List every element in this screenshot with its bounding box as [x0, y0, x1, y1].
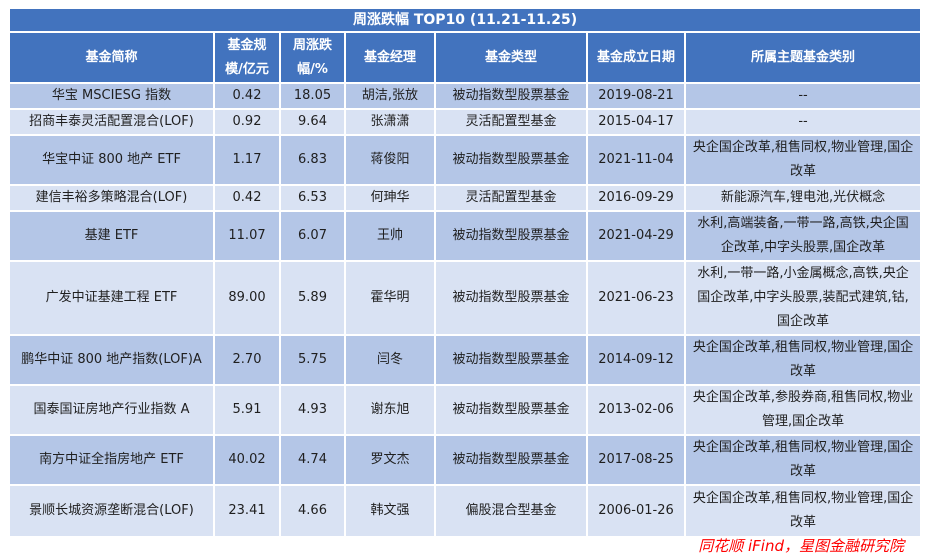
col-header-fund-manager: 基金经理: [344, 31, 436, 84]
cell-fund-type: 被动指数型股票基金: [434, 134, 588, 186]
table-title-row: 周涨跌幅 TOP10 (11.21-11.25): [7, 7, 923, 33]
cell-fund-name: 招商丰泰灵活配置混合(LOF): [8, 108, 215, 136]
cell-weekly-change: 6.83: [279, 134, 346, 186]
cell-fund-name: 华宝中证 800 地产 ETF: [8, 134, 215, 186]
cell-fund-type: 灵活配置型基金: [434, 108, 588, 136]
cell-weekly-change: 9.64: [279, 108, 346, 136]
cell-fund-scale: 0.42: [213, 184, 281, 212]
table-row: 南方中证全指房地产 ETF 40.02 4.74 罗文杰 被动指数型股票基金 2…: [8, 434, 923, 486]
col-header-inception-date: 基金成立日期: [586, 31, 686, 84]
cell-fund-scale: 23.41: [213, 484, 281, 538]
cell-fund-type: 被动指数型股票基金: [434, 384, 588, 436]
cell-fund-name: 国泰国证房地产行业指数 A: [8, 384, 215, 436]
col-header-theme-category: 所属主题基金类别: [683, 31, 923, 84]
cell-fund-type: 被动指数型股票基金: [434, 82, 588, 110]
cell-inception-date: 2006-01-26: [586, 484, 686, 538]
cell-theme-category: 央企国企改革,租售同权,物业管理,国企改革: [683, 434, 923, 486]
cell-fund-name: 华宝 MSCIESG 指数: [8, 82, 215, 110]
cell-inception-date: 2021-11-04: [586, 134, 686, 186]
cell-theme-category: 新能源汽车,锂电池,光伏概念: [683, 184, 923, 212]
cell-weekly-change: 4.74: [279, 434, 346, 486]
col-header-fund-type: 基金类型: [434, 31, 588, 84]
cell-fund-scale: 11.07: [213, 210, 281, 262]
cell-inception-date: 2014-09-12: [586, 334, 686, 386]
cell-fund-type: 被动指数型股票基金: [434, 210, 588, 262]
col-header-fund-scale: 基金规模/亿元: [213, 31, 281, 84]
cell-fund-type: 灵活配置型基金: [434, 184, 588, 212]
cell-fund-manager: 何珅华: [344, 184, 436, 212]
cell-theme-category: 央企国企改革,租售同权,物业管理,国企改革: [683, 484, 923, 538]
table-row: 广发中证基建工程 ETF 89.00 5.89 霍华明 被动指数型股票基金 20…: [8, 260, 923, 336]
cell-weekly-change: 6.07: [279, 210, 346, 262]
cell-weekly-change: 5.89: [279, 260, 346, 336]
cell-fund-scale: 89.00: [213, 260, 281, 336]
fund-top10-table: 周涨跌幅 TOP10 (11.21-11.25) 基金简称 基金规模/亿元 周涨…: [7, 7, 923, 538]
cell-fund-scale: 2.70: [213, 334, 281, 386]
cell-weekly-change: 18.05: [279, 82, 346, 110]
cell-weekly-change: 5.75: [279, 334, 346, 386]
cell-fund-manager: 蒋俊阳: [344, 134, 436, 186]
table-row: 建信丰裕多策略混合(LOF) 0.42 6.53 何珅华 灵活配置型基金 201…: [8, 184, 923, 212]
cell-theme-category: 水利,一带一路,小金属概念,高铁,央企国企改革,中字头股票,装配式建筑,钴,国企…: [683, 260, 923, 336]
cell-fund-manager: 胡洁,张放: [344, 82, 436, 110]
cell-inception-date: 2021-04-29: [586, 210, 686, 262]
col-header-weekly-change: 周涨跌幅/%: [279, 31, 346, 84]
cell-fund-name: 广发中证基建工程 ETF: [8, 260, 215, 336]
col-header-fund-name: 基金简称: [8, 31, 215, 84]
cell-inception-date: 2019-08-21: [586, 82, 686, 110]
table-row: 国泰国证房地产行业指数 A 5.91 4.93 谢东旭 被动指数型股票基金 20…: [8, 384, 923, 436]
cell-fund-manager: 王帅: [344, 210, 436, 262]
cell-fund-scale: 40.02: [213, 434, 281, 486]
cell-theme-category: --: [683, 108, 923, 136]
cell-fund-scale: 0.42: [213, 82, 281, 110]
cell-fund-name: 南方中证全指房地产 ETF: [8, 434, 215, 486]
cell-fund-manager: 张潇潇: [344, 108, 436, 136]
cell-fund-scale: 5.91: [213, 384, 281, 436]
cell-inception-date: 2013-02-06: [586, 384, 686, 436]
cell-theme-category: 央企国企改革,参股券商,租售同权,物业管理,国企改革: [683, 384, 923, 436]
table-row: 华宝中证 800 地产 ETF 1.17 6.83 蒋俊阳 被动指数型股票基金 …: [8, 134, 923, 186]
cell-weekly-change: 6.53: [279, 184, 346, 212]
cell-inception-date: 2017-08-25: [586, 434, 686, 486]
cell-fund-scale: 0.92: [213, 108, 281, 136]
cell-inception-date: 2016-09-29: [586, 184, 686, 212]
cell-fund-type: 被动指数型股票基金: [434, 334, 588, 386]
cell-fund-type: 被动指数型股票基金: [434, 260, 588, 336]
table-row: 鹏华中证 800 地产指数(LOF)A 2.70 5.75 闫冬 被动指数型股票…: [8, 334, 923, 386]
table-row: 华宝 MSCIESG 指数 0.42 18.05 胡洁,张放 被动指数型股票基金…: [8, 82, 923, 110]
cell-fund-name: 鹏华中证 800 地产指数(LOF)A: [8, 334, 215, 386]
cell-weekly-change: 4.93: [279, 384, 346, 436]
table-row: 基建 ETF 11.07 6.07 王帅 被动指数型股票基金 2021-04-2…: [8, 210, 923, 262]
cell-theme-category: --: [683, 82, 923, 110]
cell-theme-category: 水利,高端装备,一带一路,高铁,央企国企改革,中字头股票,国企改革: [683, 210, 923, 262]
cell-fund-name: 景顺长城资源垄断混合(LOF): [8, 484, 215, 538]
cell-inception-date: 2021-06-23: [586, 260, 686, 336]
cell-weekly-change: 4.66: [279, 484, 346, 538]
table-header-row: 基金简称 基金规模/亿元 周涨跌幅/% 基金经理 基金类型 基金成立日期 所属主…: [8, 31, 923, 84]
cell-inception-date: 2015-04-17: [586, 108, 686, 136]
cell-theme-category: 央企国企改革,租售同权,物业管理,国企改革: [683, 134, 923, 186]
table-title: 周涨跌幅 TOP10 (11.21-11.25): [7, 7, 923, 33]
cell-fund-manager: 韩文强: [344, 484, 436, 538]
source-credit: 同花顺 iFind，星图金融研究院: [698, 537, 904, 555]
cell-fund-manager: 闫冬: [344, 334, 436, 386]
cell-fund-type: 被动指数型股票基金: [434, 434, 588, 486]
cell-fund-type: 偏股混合型基金: [434, 484, 588, 538]
table-row: 招商丰泰灵活配置混合(LOF) 0.92 9.64 张潇潇 灵活配置型基金 20…: [8, 108, 923, 136]
cell-fund-manager: 谢东旭: [344, 384, 436, 436]
cell-fund-manager: 霍华明: [344, 260, 436, 336]
table-row: 景顺长城资源垄断混合(LOF) 23.41 4.66 韩文强 偏股混合型基金 2…: [8, 484, 923, 538]
cell-fund-manager: 罗文杰: [344, 434, 436, 486]
cell-fund-scale: 1.17: [213, 134, 281, 186]
cell-theme-category: 央企国企改革,租售同权,物业管理,国企改革: [683, 334, 923, 386]
cell-fund-name: 基建 ETF: [8, 210, 215, 262]
cell-fund-name: 建信丰裕多策略混合(LOF): [8, 184, 215, 212]
